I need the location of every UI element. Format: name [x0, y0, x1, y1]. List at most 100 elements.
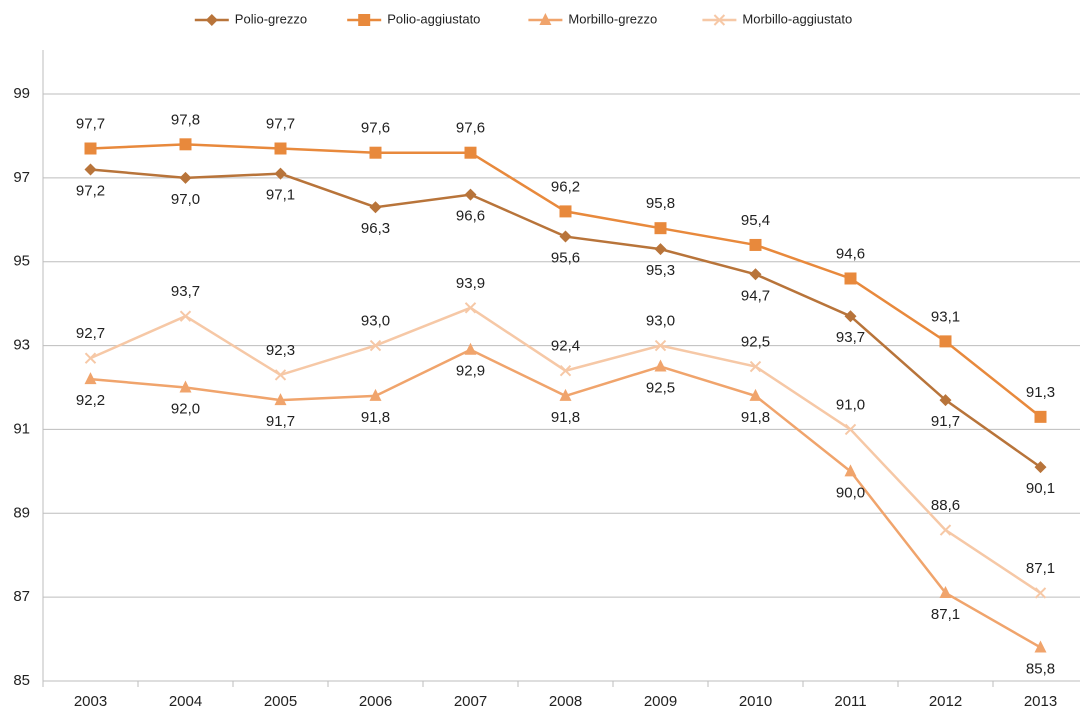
legend-label: Polio-aggiustato — [387, 11, 480, 26]
data-label: 91,8 — [551, 409, 580, 426]
legend-label: Polio-grezzo — [235, 11, 307, 26]
marker — [939, 585, 952, 598]
marker — [274, 369, 287, 381]
data-label: 93,0 — [646, 313, 675, 330]
data-label: 92,3 — [266, 342, 295, 359]
marker — [654, 243, 667, 256]
data-label: 97,6 — [456, 120, 485, 137]
data-label: 93,9 — [456, 275, 485, 292]
x-tick-label: 2003 — [74, 693, 107, 710]
y-tick-label: 99 — [13, 85, 30, 102]
data-label: 97,0 — [171, 191, 200, 208]
marker — [749, 268, 762, 281]
marker — [1034, 461, 1047, 474]
data-label: 95,4 — [741, 212, 770, 229]
data-label: 91,8 — [741, 409, 770, 426]
x-tick-label: 2008 — [549, 693, 582, 710]
data-label: 94,6 — [836, 245, 865, 262]
marker — [749, 238, 762, 251]
y-tick-label: 93 — [13, 337, 30, 354]
marker — [559, 365, 572, 377]
data-label: 93,1 — [931, 308, 960, 325]
marker — [369, 146, 382, 159]
marker — [1034, 587, 1047, 599]
marker — [274, 142, 287, 155]
marker — [84, 352, 97, 364]
data-label: 95,6 — [551, 250, 580, 267]
marker — [369, 388, 382, 401]
series: 92,7 93,7 92,3 93,0 93,9 92,4 93,0 92,5 91,0 88,6… — [76, 275, 1055, 599]
data-label: 97,7 — [76, 115, 105, 132]
marker — [539, 13, 552, 25]
x-tick-label: 2011 — [834, 693, 866, 710]
data-label: 92,4 — [551, 338, 580, 355]
series: 97,7 97,8 97,7 97,6 97,6 96,2 95,8 95,4 94,6 93,1… — [76, 111, 1055, 423]
marker — [844, 423, 857, 436]
marker — [939, 524, 952, 536]
data-label: 92,5 — [741, 334, 770, 351]
data-label: 93,7 — [171, 283, 200, 300]
data-label: 91,8 — [361, 409, 390, 426]
marker — [464, 302, 477, 314]
data-label: 92,5 — [646, 380, 675, 397]
data-label: 96,3 — [361, 220, 390, 237]
marker — [84, 372, 97, 385]
marker — [464, 146, 477, 159]
marker — [844, 464, 857, 477]
marker — [559, 230, 572, 243]
marker — [84, 163, 97, 176]
data-label: 93,0 — [361, 313, 390, 330]
data-label: 96,2 — [551, 178, 580, 195]
x-tick-label: 2006 — [359, 693, 392, 710]
data-label: 97,1 — [266, 187, 295, 204]
marker — [358, 14, 371, 26]
data-label: 94,7 — [741, 287, 770, 304]
marker — [939, 335, 952, 348]
data-label: 97,6 — [361, 120, 390, 137]
marker — [274, 393, 287, 406]
data-label: 92,7 — [76, 325, 105, 342]
y-tick-label: 97 — [13, 169, 30, 186]
marker — [713, 14, 726, 26]
data-label: 97,7 — [266, 115, 295, 132]
data-label: 91,3 — [1026, 384, 1055, 401]
data-label: 85,8 — [1026, 660, 1055, 677]
marker — [654, 222, 667, 235]
marker — [179, 380, 192, 393]
legend-label: Morbillo-aggiustato — [742, 11, 852, 26]
y-tick-label: 95 — [13, 253, 30, 270]
x-tick-label: 2012 — [929, 693, 962, 710]
x-tick-label: 2010 — [739, 693, 772, 710]
marker — [654, 339, 667, 352]
data-label: 92,9 — [456, 363, 485, 380]
legend-label: Morbillo-grezzo — [568, 11, 657, 26]
marker — [939, 394, 952, 407]
data-label: 97,8 — [171, 111, 200, 128]
marker — [749, 388, 762, 401]
data-label: 92,0 — [171, 400, 200, 417]
marker — [844, 310, 857, 323]
marker — [464, 342, 477, 355]
data-label: 95,8 — [646, 195, 675, 212]
marker — [205, 14, 218, 26]
marker — [369, 339, 382, 352]
marker — [179, 171, 192, 184]
data-label: 88,6 — [931, 497, 960, 514]
y-tick-label: 87 — [13, 588, 30, 605]
legend: Polio-grezzo Polio-aggiustato Morbillo-gre… — [194, 11, 852, 26]
y-tick-label: 85 — [13, 672, 30, 689]
marker — [844, 272, 857, 285]
x-tick-label: 2005 — [264, 693, 297, 710]
marker — [749, 360, 762, 373]
data-label: 92,2 — [76, 392, 105, 409]
data-label: 96,6 — [456, 208, 485, 225]
marker — [179, 138, 192, 151]
data-label: 97,2 — [76, 182, 105, 199]
data-label: 87,1 — [1026, 560, 1055, 577]
marker — [559, 205, 572, 218]
x-tick-label: 2007 — [454, 693, 487, 710]
data-label: 91,7 — [266, 413, 295, 430]
marker — [559, 388, 572, 401]
data-label: 93,7 — [836, 329, 865, 346]
